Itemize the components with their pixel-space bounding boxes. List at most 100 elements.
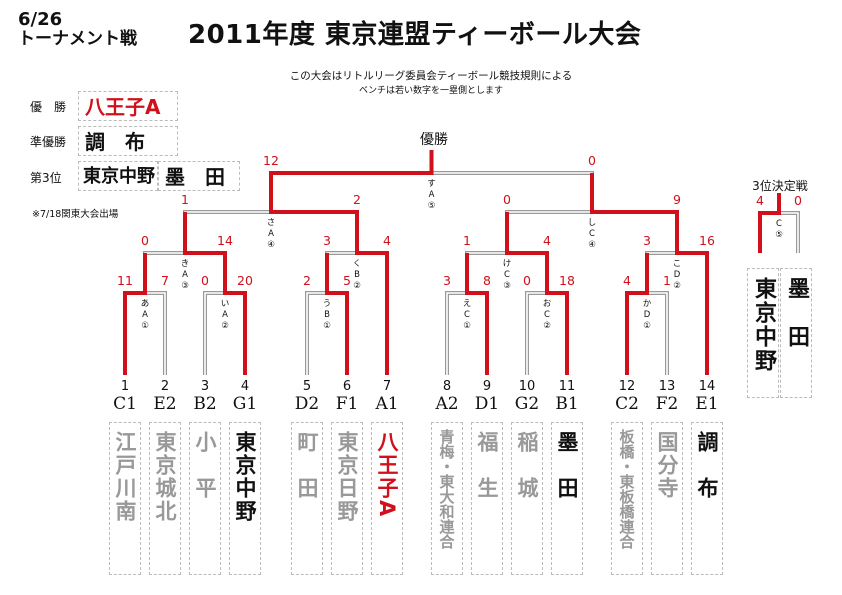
team-code: C2	[615, 394, 639, 414]
team-code: F2	[655, 394, 679, 414]
match-label: A	[142, 310, 148, 320]
match-label: ①	[323, 321, 331, 331]
team-seed: 8	[442, 379, 452, 394]
team-name-box: 東京城北	[149, 422, 181, 575]
team-name-box: 江戸川南	[109, 422, 141, 575]
team-seed: 7	[382, 379, 392, 394]
score-left: 0	[141, 233, 149, 248]
team-seed: 11	[558, 379, 576, 394]
kanto-note: ※7/18関東大会出場	[32, 209, 119, 220]
bench-note: ベンチは若い数字を一塁側とします	[358, 86, 503, 96]
third-place-team-box: 墨 田	[780, 268, 812, 398]
team-name: 調 布	[695, 431, 719, 500]
match-label: A	[182, 270, 188, 280]
team-name-box: 福 生	[471, 422, 503, 575]
team-name: 江戸川南	[113, 431, 137, 523]
winner-path-shi	[590, 173, 679, 253]
match-label: A	[268, 229, 274, 239]
match-label: し	[587, 218, 597, 228]
score-right: 18	[559, 273, 575, 288]
match-label: A	[428, 190, 435, 200]
match-label: ①	[463, 321, 471, 331]
page-title: 2011年度 東京連盟ティーボール大会	[188, 20, 642, 50]
team-name: 東京日野	[335, 431, 359, 523]
winner-path-ke	[505, 212, 549, 293]
team-name: 町 田	[295, 431, 319, 500]
third-place-team-name: 墨 田	[784, 277, 809, 349]
score-right: 9	[673, 192, 681, 207]
score-left: 2	[303, 273, 311, 288]
match-label: D	[643, 310, 651, 320]
team-code: E1	[695, 394, 719, 414]
score-right: 7	[161, 273, 169, 288]
match-label: え	[462, 299, 472, 309]
match-label: く	[352, 259, 362, 269]
match-label: ③	[503, 281, 511, 291]
team-name: 青梅・東大和連合	[437, 429, 456, 549]
match-label: さ	[266, 218, 276, 228]
score-left: 3	[443, 273, 451, 288]
team-name-box: 東京中野	[229, 422, 261, 575]
match-label: D	[673, 270, 681, 280]
third-box-2: 墨 田	[158, 161, 240, 191]
event-date: 6/26	[18, 9, 63, 30]
match-label: ②	[543, 321, 551, 331]
team-name-box: 青梅・東大和連合	[431, 422, 463, 575]
match-label: ③	[181, 281, 189, 291]
team-seed: 2	[160, 379, 170, 394]
team-code: E2	[153, 394, 177, 414]
winner-path-a	[123, 253, 147, 375]
team-name-box: 八王子A	[371, 422, 403, 575]
match-label: か	[642, 299, 652, 309]
team-name-box: 町 田	[291, 422, 323, 575]
team-seed: 10	[518, 379, 536, 394]
champion-box: 八王子A	[78, 91, 178, 121]
winner-path-e	[465, 253, 489, 375]
match-label: B	[324, 310, 330, 320]
score-left: 3	[323, 233, 331, 248]
champion-label: 優 勝	[30, 100, 67, 114]
team-name-box: 東京日野	[331, 422, 363, 575]
match-label: ②	[221, 321, 229, 331]
score-right: 14	[217, 233, 233, 248]
team-name: 国分寺	[655, 431, 679, 500]
score-left: 1	[463, 233, 471, 248]
score-left: 4	[623, 273, 631, 288]
third-place-team-name: 東京中野	[751, 277, 776, 373]
score-right: 2	[353, 192, 361, 207]
team-code: A1	[375, 394, 399, 414]
team-name: 小 平	[193, 431, 217, 500]
third-label: 第3位	[30, 171, 62, 185]
team-code: B2	[193, 394, 217, 414]
team-seed: 9	[482, 379, 492, 394]
team-name-box: 調 布	[691, 422, 723, 575]
team-code: G1	[232, 394, 258, 414]
match-label: す	[427, 179, 436, 189]
match-label: ⑤	[427, 201, 436, 211]
team-code: C1	[113, 394, 137, 414]
team-name-box: 国分寺	[651, 422, 683, 575]
match-label: う	[322, 299, 332, 309]
winner-path-u	[325, 253, 349, 375]
third-place-title: 3位決定戦	[752, 179, 808, 193]
score-right: 1	[663, 273, 671, 288]
team-seed: 1	[120, 379, 130, 394]
runner-up-box: 調 布	[78, 126, 178, 156]
score-left: 11	[117, 273, 133, 288]
team-name: 墨 田	[555, 431, 579, 500]
match-label: ⑤	[775, 230, 783, 240]
team-code: B1	[555, 394, 579, 414]
match-label: C	[589, 229, 595, 239]
match-label: ②	[353, 281, 361, 291]
match-label: お	[542, 299, 552, 309]
score-right: 0	[794, 193, 802, 208]
score-right: 4	[383, 233, 391, 248]
match-label: A	[222, 310, 228, 320]
score-left: 0	[201, 273, 209, 288]
winner-path-third	[758, 193, 781, 253]
match-label: C	[504, 270, 510, 280]
match-label: ①	[643, 321, 651, 331]
score-left: 3	[643, 233, 651, 248]
